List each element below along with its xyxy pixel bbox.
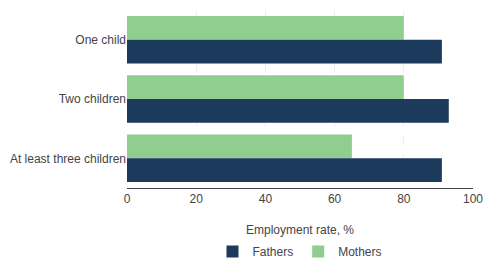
svg-text:100: 100: [463, 192, 483, 206]
svg-text:20: 20: [190, 192, 204, 206]
svg-text:At least three children: At least three children: [10, 152, 126, 166]
svg-text:One child: One child: [75, 33, 126, 47]
svg-text:80: 80: [397, 192, 411, 206]
svg-text:60: 60: [328, 192, 342, 206]
svg-text:0: 0: [124, 192, 131, 206]
svg-text:Two children: Two children: [59, 92, 126, 106]
svg-text:Mothers: Mothers: [338, 245, 381, 259]
svg-text:40: 40: [259, 192, 273, 206]
svg-text:Fathers: Fathers: [253, 245, 294, 259]
svg-text:Employment rate, %: Employment rate, %: [246, 223, 354, 237]
